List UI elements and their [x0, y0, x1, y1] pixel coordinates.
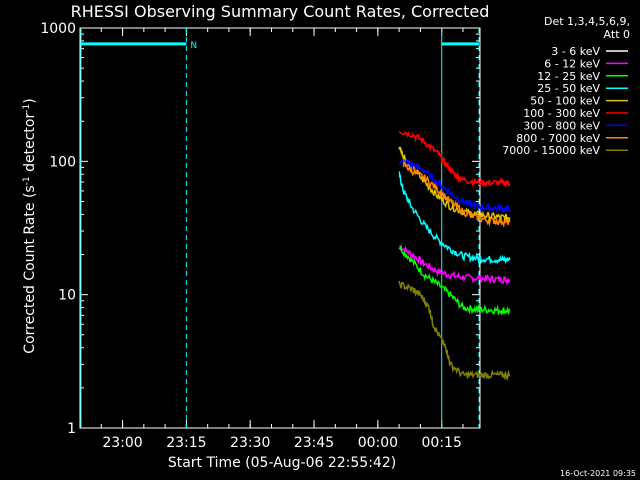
plot-area — [79, 27, 481, 429]
x-tick-label: 23:15 — [166, 435, 206, 451]
legend-label: 25 - 50 keV — [537, 82, 600, 95]
x-tick-label: 23:00 — [102, 435, 142, 451]
chart-title: RHESSI Observing Summary Count Rates, Co… — [71, 2, 490, 21]
timestamp: 16-Oct-2021 09:35 — [560, 469, 636, 478]
legend-label: 300 - 800 keV — [523, 119, 600, 132]
y-tick-label: 1000 — [40, 21, 76, 37]
x-tick-label: 00:00 — [358, 435, 398, 451]
attenuator-markers: N — [80, 28, 480, 428]
plot-frame — [79, 27, 481, 429]
y-tick-label: 1 — [67, 421, 76, 437]
y-axis-label: Corrected Count Rate (s-1 detector-1) — [22, 98, 38, 353]
series-line — [398, 131, 511, 189]
legend-label: 800 - 7000 keV — [516, 132, 600, 145]
legend-header-2: Att 0 — [604, 28, 630, 41]
y-label-sup-1: -1 — [22, 176, 32, 185]
x-tick-label: 23:30 — [230, 435, 270, 451]
legend-label: 12 - 25 keV — [537, 70, 600, 83]
legend-header-1: Det 1,3,4,5,6,9, — [544, 15, 630, 28]
legend-label: 7000 - 15000 keV — [502, 144, 600, 157]
x-tick-label: 23:45 — [294, 435, 334, 451]
y-axis: 1 10 100 1000 — [40, 21, 480, 437]
legend-label: 3 - 6 keV — [551, 45, 600, 58]
x-tick-label: 00:15 — [422, 435, 462, 451]
series-line — [398, 243, 511, 316]
x-axis-label: Start Time (05-Aug-06 22:55:42) — [168, 455, 396, 471]
legend-label: 100 - 300 keV — [523, 107, 600, 120]
legend-label: 6 - 12 keV — [544, 57, 600, 70]
y-label-part-2: detector — [22, 113, 38, 177]
y-tick-label: 100 — [49, 154, 76, 170]
series-lines — [398, 131, 511, 381]
series-line — [398, 280, 511, 381]
y-label-part-3: ) — [22, 98, 38, 103]
series-line — [399, 245, 511, 286]
series-line — [398, 157, 511, 213]
night-marker: N — [190, 41, 197, 51]
legend-label: 50 - 100 keV — [530, 95, 600, 108]
series-line — [402, 159, 511, 229]
y-tick-label: 10 — [58, 288, 76, 304]
series-line — [398, 171, 511, 265]
y-label-sup-2: -1 — [22, 104, 32, 113]
x-axis: 23:00 23:15 23:30 23:45 00:00 00:15 — [100, 28, 464, 451]
y-label-part-1: Corrected Count Rate (s — [22, 185, 38, 353]
